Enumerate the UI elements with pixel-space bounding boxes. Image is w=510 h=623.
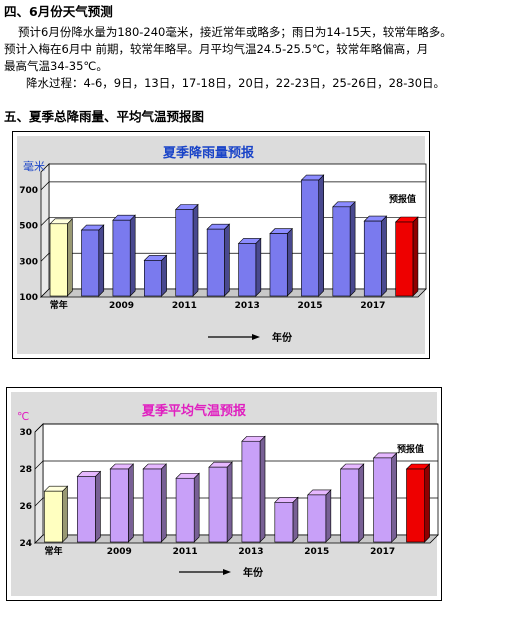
- rainfall-bar-side: [255, 237, 262, 297]
- rainfall-gridline-side: [40, 253, 50, 262]
- rainfall-bar-side: [224, 223, 230, 297]
- section4-paragraph-line1: 预计6月份降水量为180-240毫米，接近常年或略多；雨日为14-15天，较常年…: [18, 25, 452, 39]
- rainfall-gridline-side: [40, 217, 50, 226]
- temperature-xtick-label: 2009: [107, 547, 132, 557]
- rainfall-ytick-label: 100: [19, 293, 38, 303]
- rainfall-bar: [81, 229, 100, 297]
- rainfall-bar-side: [381, 215, 387, 297]
- temperature-bar-side: [128, 463, 134, 543]
- temperature-bar: [274, 502, 294, 543]
- rainfall-bar-side: [192, 203, 199, 297]
- rainfall-chart: 100 300 500 700 常年 2009 2011 2013 2015 2017 预报值 年份 …: [12, 131, 430, 359]
- rainfall-bar: [363, 220, 382, 297]
- rainfall-bar-side: [67, 218, 73, 297]
- rainfall-bar: [49, 223, 68, 297]
- rainfall-bar-side: [98, 224, 105, 297]
- temperature-bar-side: [160, 463, 167, 543]
- temperature-bar: [307, 494, 327, 543]
- rainfall-bar: [332, 206, 351, 297]
- temperature-ytick-label: 28: [19, 465, 32, 475]
- rainfall-ytick-label: 300: [19, 257, 38, 267]
- rainfall-xtick-label: 2009: [109, 301, 134, 311]
- rainfall-chart-ylabel: 毫米: [23, 160, 45, 173]
- rainfall-xtick-label: 2015: [298, 301, 323, 311]
- temperature-bar-side: [193, 472, 200, 543]
- temperature-gridline-side: [34, 423, 44, 433]
- rainfall-xtick-label: 常年: [50, 299, 68, 311]
- rainfall-bar-side: [129, 214, 136, 297]
- rainfall-bar: [269, 233, 288, 297]
- temperature-bar: [406, 468, 425, 543]
- section4-rain-process: 降水过程：4-6，9日，13日，17-18日，20日，22-23日，25-26日…: [26, 76, 446, 90]
- rainfall-xtick-label: 2017: [360, 301, 385, 311]
- temperature-bar: [340, 468, 360, 543]
- rainfall-gridline-side: [40, 181, 50, 191]
- temperature-bar: [44, 490, 63, 543]
- rainfall-side-wall: [40, 163, 50, 298]
- rainfall-bar: [175, 209, 194, 297]
- temperature-bar: [175, 477, 195, 543]
- section4-heading: 四、6月份天气预测: [4, 4, 113, 19]
- temperature-bar: [373, 457, 392, 543]
- temperature-bar-side: [358, 463, 365, 543]
- rainfall-bar-side: [286, 227, 293, 297]
- section4-paragraph-line2: 预计入梅在6月中 前期，较常年略早。月平均气温24.5-25.5℃，较常年略偏高…: [4, 42, 429, 56]
- temperature-chart: 24 26 28 30 常年 2009 2011 2013 2015 2017 预报值年份 夏季平均…: [6, 387, 442, 601]
- temperature-xtick-label: 2013: [238, 547, 263, 557]
- rainfall-xtick-label: 2013: [235, 301, 260, 311]
- temperature-bar-side: [424, 463, 430, 543]
- temperature-xlabel: 年份: [243, 566, 264, 579]
- section5-heading: 五、夏季总降雨量、平均气温预报图: [4, 109, 205, 124]
- temperature-bar: [241, 440, 261, 543]
- temperature-xtick-label: 2011: [173, 547, 198, 557]
- temperature-ytick-label: 30: [19, 428, 32, 438]
- rainfall-arrow-head: [252, 334, 260, 340]
- rainfall-bar-side: [161, 254, 167, 297]
- rainfall-ytick-label: 500: [19, 222, 38, 232]
- temperature-gridline-side: [34, 460, 44, 470]
- temperature-chart-ylabel: ℃: [17, 410, 30, 423]
- temperature-arrow-head: [223, 569, 231, 575]
- temperature-bar: [142, 468, 162, 543]
- rainfall-bar-side: [349, 201, 356, 297]
- rainfall-xtick-label: 2011: [172, 301, 197, 311]
- temperature-bar: [109, 468, 129, 543]
- temperature-bar: [77, 476, 96, 543]
- rainfall-bar: [144, 260, 162, 297]
- section4-paragraph-line3: 最高气温34-35℃。: [4, 59, 108, 73]
- temperature-bar-side: [62, 485, 68, 543]
- temperature-ytick-label: 24: [19, 539, 32, 549]
- temperature-bar-side: [391, 452, 397, 543]
- rainfall-bar-side: [412, 216, 419, 297]
- temperature-chart-title: 夏季平均气温预报: [142, 404, 247, 419]
- temperature-xtick-label: 2017: [370, 547, 395, 557]
- temperature-bar-side: [226, 461, 233, 543]
- temperature-annotation: 预报值: [397, 443, 424, 455]
- temperature-bar-side: [325, 489, 332, 543]
- rainfall-chart-title: 夏季降雨量预报: [163, 146, 255, 161]
- temperature-xtick-label: 2015: [304, 547, 329, 557]
- temperature-bar-side: [95, 470, 101, 543]
- rainfall-ytick-label: 700: [19, 186, 38, 196]
- rainfall-bar: [238, 243, 257, 297]
- temperature-ytick-label: 26: [19, 502, 32, 512]
- temperature-bar-side: [259, 435, 266, 543]
- rainfall-xlabel: 年份: [272, 331, 293, 344]
- temperature-xtick-label: 常年: [44, 545, 62, 557]
- temperature-gridline-side: [34, 497, 44, 507]
- temperature-bar-side: [292, 496, 299, 543]
- temperature-bar: [208, 466, 228, 543]
- rainfall-annotation: 预报值: [389, 193, 416, 205]
- rainfall-bar: [395, 221, 414, 297]
- temperature-back-wall: [42, 423, 439, 536]
- rainfall-bar: [112, 219, 131, 297]
- rainfall-bar-side: [318, 174, 324, 297]
- temperature-side-wall: [34, 423, 44, 544]
- rainfall-bar: [206, 228, 225, 297]
- rainfall-bar: [301, 179, 319, 297]
- rainfall-back-wall: [48, 163, 427, 290]
